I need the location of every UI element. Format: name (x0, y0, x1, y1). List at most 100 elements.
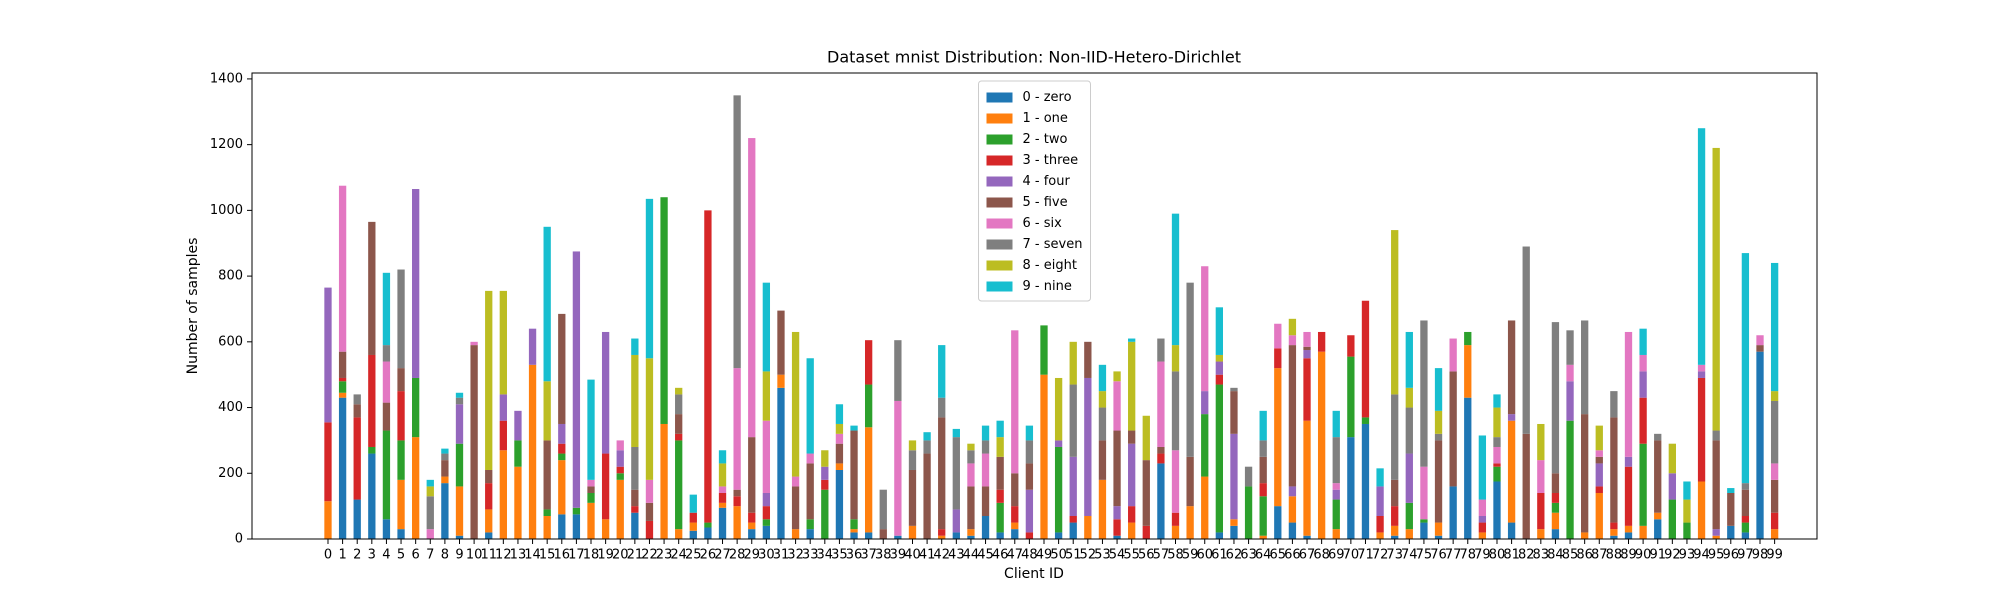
x-tick-label: 47 (1006, 548, 1023, 563)
bar-segment (1639, 328, 1647, 355)
x-tick-label: 51 (1065, 548, 1082, 563)
bar-segment (1157, 453, 1165, 464)
bar-segment (1069, 515, 1077, 523)
bar-segment (777, 374, 785, 388)
legend-label: 7 - seven (1023, 237, 1083, 252)
bar-segment (1770, 529, 1779, 539)
bar-segment (938, 529, 946, 536)
bar-segment (1361, 300, 1370, 418)
bar-segment (324, 422, 332, 502)
bar-segment (1142, 460, 1150, 526)
bar-segment (1376, 515, 1384, 533)
x-tick-label: 13 (510, 548, 527, 563)
x-tick-label: 91 (1649, 548, 1666, 563)
bar-segment (1712, 430, 1720, 441)
bar-segment (952, 532, 960, 539)
x-tick-label: 24 (670, 548, 687, 563)
bar-segment (1142, 415, 1150, 461)
bar-segment (616, 466, 624, 474)
bar-segment (1741, 515, 1750, 523)
bar-segment (835, 443, 844, 464)
bar-segment (1756, 351, 1764, 539)
bar-segment (1405, 407, 1413, 454)
x-tick-label: 93 (1679, 548, 1696, 563)
bar-segment (821, 489, 829, 539)
x-tick-label: 72 (1372, 548, 1389, 563)
bar-segment (967, 486, 975, 530)
bar-segment (879, 529, 887, 539)
bar-segment (908, 440, 917, 451)
bar-segment (601, 453, 610, 520)
bar-segment (1303, 331, 1311, 347)
bar-segment (1741, 489, 1750, 516)
bar-segment (733, 489, 741, 497)
bar-segment (1025, 489, 1034, 533)
bar-segment (1128, 341, 1136, 431)
bar-segment (1098, 364, 1107, 392)
bar-segment (1259, 483, 1267, 497)
bar-segment (1391, 506, 1399, 526)
bar-segment (981, 515, 990, 539)
bar-segment (1449, 338, 1457, 372)
bar-segment (1697, 128, 1706, 365)
bar-segment (850, 425, 858, 431)
bar-segment (894, 400, 902, 536)
bar-segment (1697, 377, 1706, 482)
y-tick-label: 1000 (210, 203, 243, 218)
bar-segment (967, 450, 975, 464)
bar-segment (762, 506, 771, 520)
bar-segment (1259, 535, 1267, 539)
bar-segment (1449, 371, 1457, 487)
bar-segment (587, 492, 595, 503)
bar-segment (996, 437, 1004, 457)
bar-segment (1098, 479, 1107, 539)
bar-segment (338, 377, 347, 382)
y-tick-label: 0 (235, 532, 243, 547)
legend-swatch (986, 113, 1013, 124)
bar-segment (1054, 377, 1063, 441)
bar-segment (353, 394, 361, 405)
bar-segment (689, 522, 697, 531)
bar-segment (938, 535, 946, 539)
bar-segment (1347, 356, 1355, 438)
x-tick-label: 89 (1620, 548, 1637, 563)
legend-swatch (986, 92, 1013, 103)
x-tick-label: 38 (875, 548, 892, 563)
bar-segment (1098, 407, 1107, 441)
bar-segment (1113, 535, 1121, 539)
bar-segment (572, 514, 581, 539)
bar-segment (1171, 450, 1180, 513)
bar-segment (1668, 473, 1676, 500)
x-tick-label: 54 (1109, 548, 1126, 563)
legend-label: 1 - one (1023, 111, 1068, 126)
bar-segment (1566, 381, 1574, 421)
bar-segment (967, 529, 975, 536)
x-tick-label: 30 (758, 548, 775, 563)
legend-swatch (986, 134, 1013, 145)
bar-segment (1171, 525, 1180, 539)
bar-segment (1639, 525, 1647, 539)
bar-segment (689, 530, 697, 539)
bar-segment (996, 532, 1004, 539)
bar-segment (1639, 443, 1647, 526)
bar-segment (1405, 387, 1413, 408)
bar-segment (675, 414, 683, 434)
bar-segment (499, 394, 507, 421)
bar-segment (1770, 479, 1779, 513)
bar-segment (835, 469, 844, 539)
bar-segment (1011, 506, 1019, 523)
bar-segment (368, 221, 376, 355)
bar-segment (748, 138, 756, 438)
bar-segment (1741, 253, 1750, 484)
bar-segment (470, 345, 478, 539)
bar-segment (338, 381, 347, 393)
bar-segment (368, 453, 376, 539)
bar-segment (1420, 519, 1428, 523)
bar-segment (1244, 486, 1253, 539)
bar-segment (806, 453, 814, 464)
bar-segment (368, 446, 376, 454)
bar-segment (1171, 345, 1180, 372)
legend-label: 6 - six (1023, 216, 1063, 231)
bar-segment (485, 483, 493, 510)
bar-segment (908, 469, 917, 526)
